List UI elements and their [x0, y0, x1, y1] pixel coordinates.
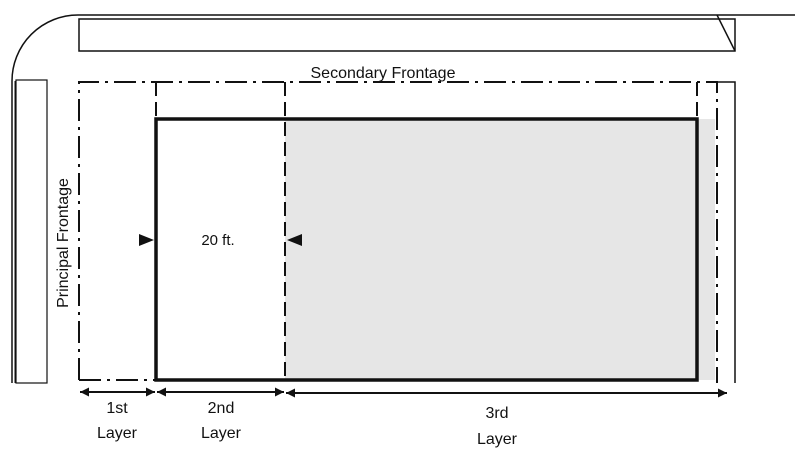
setback-label: 20 ft. [201, 232, 234, 249]
third-layer-shade [285, 119, 715, 380]
layer-dimensions [80, 387, 727, 398]
setback-arrow-left [139, 234, 154, 246]
layer-3-word: Layer [477, 431, 518, 448]
principal-frontage-label: Principal Frontage [55, 178, 72, 308]
right-sidewalk [717, 81, 736, 383]
layer-3-number: 3rd [485, 405, 508, 422]
streets [11, 14, 795, 384]
secondary-frontage-label: Secondary Frontage [311, 65, 456, 82]
top-sidewalk-taper [716, 14, 736, 52]
layer-1-number: 1st [106, 400, 128, 417]
layer-2-number: 2nd [208, 400, 235, 417]
street-corner-curve [11, 14, 795, 383]
layer-2-word: Layer [201, 425, 242, 442]
layer-1-word: Layer [97, 425, 138, 442]
top-sidewalk [78, 18, 736, 52]
setback-arrow-right [287, 234, 302, 246]
lot-line-dashdot [78, 81, 718, 383]
building-footprint [154, 117, 699, 382]
left-sidewalk [15, 79, 48, 384]
